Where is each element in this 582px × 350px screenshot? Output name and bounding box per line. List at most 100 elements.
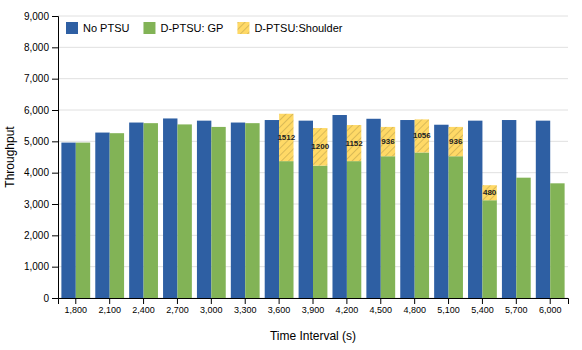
x-tick: 4,800 (403, 298, 426, 315)
y-tick-mark (52, 298, 58, 299)
x-tick-mark (313, 298, 314, 304)
data-label: 936 (381, 137, 395, 146)
grid-line (58, 78, 568, 79)
y-tick-mark (52, 47, 58, 48)
grid-line (58, 110, 568, 111)
x-tick-mark (75, 298, 76, 304)
y-tick-mark (52, 204, 58, 205)
y-tick: 5,000 (24, 136, 58, 147)
x-tick-mark (380, 298, 381, 304)
x-axis-line (59, 299, 569, 305)
x-tick-mark (279, 298, 280, 304)
x-tick-mark (211, 298, 212, 304)
y-tick-mark (52, 141, 58, 142)
x-tick-mark (482, 298, 483, 304)
bar (516, 178, 530, 298)
y-tick-label: 3,000 (24, 199, 49, 210)
y-axis-line (52, 17, 59, 299)
x-tick-label: 6,000 (539, 305, 562, 315)
y-tick-mark (52, 173, 58, 174)
y-tick: 4,000 (24, 167, 58, 178)
legend-label: D-PTSU:Shoulder (254, 22, 342, 34)
x-tick: 4,500 (370, 298, 393, 315)
bar (110, 133, 124, 134)
data-label: 1056 (413, 131, 431, 140)
data-labels: 1512120011529361056936480 (277, 131, 496, 197)
legend-swatch (143, 22, 155, 34)
y-tick: 0 (43, 293, 58, 304)
y-tick: 9,000 (24, 11, 58, 22)
x-tick-label: 4,800 (403, 305, 426, 315)
bar (347, 161, 361, 298)
x-tick-label: 5,100 (437, 305, 460, 315)
x-tick: 3,000 (200, 298, 223, 315)
bar (95, 133, 109, 298)
x-tick: 3,300 (234, 298, 257, 315)
x-tick-mark (109, 298, 110, 304)
x-tick: 2,400 (132, 298, 155, 315)
x-tick: 5,100 (437, 298, 460, 315)
legend-item: No PTSU (66, 22, 130, 34)
bar (400, 120, 414, 298)
bar (279, 161, 293, 298)
y-tick-label: 0 (43, 293, 49, 304)
grid-line (58, 47, 568, 48)
x-tick: 3,900 (302, 298, 325, 315)
x-tick-mark (245, 298, 246, 304)
bar (468, 121, 482, 298)
x-tick: 3,600 (268, 298, 291, 315)
data-label: 936 (449, 137, 463, 146)
y-tick: 2,000 (24, 230, 58, 241)
y-tick-mark (52, 79, 58, 80)
x-tick-mark (177, 298, 178, 304)
y-tick-mark (52, 16, 58, 17)
y-tick: 3,000 (24, 199, 58, 210)
bar (231, 123, 245, 298)
bar (502, 120, 516, 298)
bar (449, 127, 463, 156)
bar (110, 133, 124, 298)
bar (516, 177, 530, 178)
legend-item: D-PTSU:Shoulder (237, 22, 342, 34)
bar (449, 156, 463, 298)
y-tick-label: 7,000 (24, 73, 49, 84)
y-tick: 1,000 (24, 261, 58, 272)
y-axis: 01,0002,0003,0004,0005,0006,0007,0008,00… (24, 11, 59, 304)
legend-label: D-PTSU: GP (160, 22, 223, 34)
data-label: 1200 (311, 142, 329, 151)
bar (550, 183, 564, 298)
bar (76, 142, 90, 143)
x-tick: 5,400 (471, 298, 494, 315)
bar (313, 166, 327, 298)
bar (61, 143, 75, 298)
x-tick-label: 3,600 (268, 305, 291, 315)
grid (58, 16, 568, 298)
bar (245, 123, 259, 124)
bars (61, 114, 564, 298)
bar (536, 121, 550, 298)
x-tick-mark (516, 298, 517, 304)
bar (144, 123, 158, 124)
y-tick: 7,000 (24, 73, 58, 84)
y-tick-label: 8,000 (24, 42, 49, 53)
bar (415, 152, 429, 298)
x-axis-title: Time Interval (s) (270, 329, 356, 343)
y-tick-mark (52, 267, 58, 268)
bar (211, 126, 225, 127)
x-tick: 5,700 (505, 298, 528, 315)
bar (381, 156, 395, 298)
bar (245, 123, 259, 298)
bar (163, 118, 177, 298)
x-tick: 4,200 (336, 298, 359, 315)
y-tick-mark (52, 235, 58, 236)
x-tick-label: 3,000 (200, 305, 223, 315)
x-tick-label: 2,700 (166, 305, 189, 315)
legend-swatch (237, 22, 249, 34)
y-tick-label: 9,000 (24, 11, 49, 22)
data-label: 1152 (345, 139, 363, 148)
y-tick-label: 1,000 (24, 261, 49, 272)
y-tick-label: 2,000 (24, 230, 49, 241)
y-tick-label: 5,000 (24, 136, 49, 147)
legend-label: No PTSU (83, 22, 130, 34)
bar (550, 183, 564, 184)
